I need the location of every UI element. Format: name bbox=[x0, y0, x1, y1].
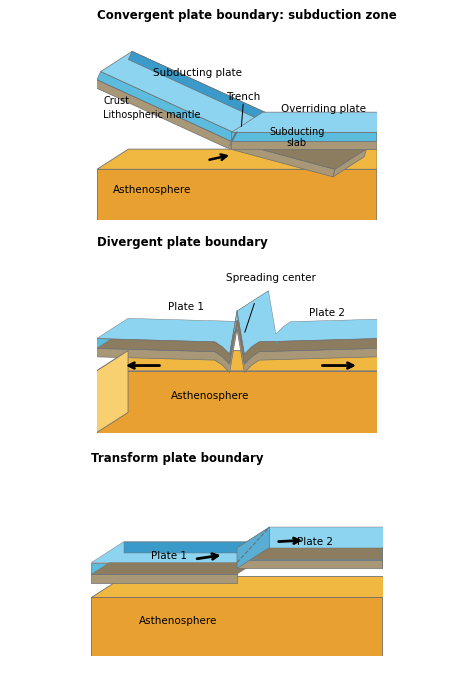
Polygon shape bbox=[377, 149, 409, 220]
Polygon shape bbox=[97, 351, 409, 371]
Polygon shape bbox=[237, 291, 409, 354]
Text: Plate 1: Plate 1 bbox=[151, 552, 187, 561]
Polygon shape bbox=[377, 112, 409, 141]
Polygon shape bbox=[377, 351, 409, 433]
Text: Asthenosphere: Asthenosphere bbox=[171, 391, 249, 402]
Polygon shape bbox=[231, 121, 409, 141]
Polygon shape bbox=[231, 132, 337, 169]
Polygon shape bbox=[377, 149, 409, 220]
Polygon shape bbox=[97, 321, 237, 372]
Polygon shape bbox=[231, 141, 377, 149]
Polygon shape bbox=[377, 351, 409, 433]
Text: Asthenosphere: Asthenosphere bbox=[139, 616, 218, 626]
Text: Plate 1: Plate 1 bbox=[168, 302, 204, 312]
Polygon shape bbox=[237, 539, 415, 560]
Polygon shape bbox=[237, 560, 383, 569]
Polygon shape bbox=[237, 548, 383, 560]
Polygon shape bbox=[97, 291, 268, 354]
Polygon shape bbox=[100, 51, 266, 133]
Polygon shape bbox=[91, 562, 237, 574]
Text: Crust: Crust bbox=[103, 97, 129, 106]
Polygon shape bbox=[97, 72, 235, 141]
Polygon shape bbox=[97, 169, 377, 220]
Polygon shape bbox=[97, 149, 409, 169]
Text: Plate 2: Plate 2 bbox=[297, 537, 333, 547]
Polygon shape bbox=[97, 301, 268, 364]
Polygon shape bbox=[377, 112, 409, 141]
Text: Plate 2: Plate 2 bbox=[309, 308, 345, 318]
Polygon shape bbox=[237, 311, 377, 364]
Polygon shape bbox=[94, 80, 231, 149]
Polygon shape bbox=[231, 132, 237, 141]
Polygon shape bbox=[231, 132, 377, 141]
Polygon shape bbox=[97, 311, 237, 364]
Polygon shape bbox=[377, 328, 409, 357]
Polygon shape bbox=[377, 121, 409, 149]
Text: Trench: Trench bbox=[226, 92, 260, 102]
Polygon shape bbox=[91, 577, 415, 598]
Polygon shape bbox=[97, 351, 128, 433]
Polygon shape bbox=[383, 527, 415, 560]
Polygon shape bbox=[237, 527, 270, 569]
Text: Subducting
slab: Subducting slab bbox=[269, 127, 325, 149]
Polygon shape bbox=[97, 59, 263, 141]
Text: Asthenosphere: Asthenosphere bbox=[113, 185, 191, 195]
Text: Transform plate boundary: Transform plate boundary bbox=[91, 452, 264, 465]
Polygon shape bbox=[97, 371, 377, 433]
Polygon shape bbox=[383, 577, 415, 656]
Polygon shape bbox=[377, 129, 409, 169]
Polygon shape bbox=[383, 539, 415, 569]
Text: Lithospheric mantle: Lithospheric mantle bbox=[103, 110, 201, 120]
Polygon shape bbox=[229, 141, 335, 177]
Polygon shape bbox=[91, 574, 237, 583]
Text: Overriding plate: Overriding plate bbox=[281, 103, 365, 114]
Polygon shape bbox=[333, 149, 366, 177]
Polygon shape bbox=[91, 541, 270, 562]
Polygon shape bbox=[231, 121, 366, 169]
Polygon shape bbox=[124, 541, 270, 553]
Polygon shape bbox=[128, 51, 266, 121]
Polygon shape bbox=[91, 598, 383, 656]
Polygon shape bbox=[237, 301, 409, 364]
Text: Convergent plate boundary: subduction zone: Convergent plate boundary: subduction zo… bbox=[97, 9, 397, 22]
Text: Spreading center: Spreading center bbox=[226, 273, 316, 283]
Text: Subducting plate: Subducting plate bbox=[153, 68, 242, 78]
Polygon shape bbox=[91, 553, 270, 574]
Text: Divergent plate boundary: Divergent plate boundary bbox=[97, 236, 267, 249]
Polygon shape bbox=[231, 112, 409, 132]
Polygon shape bbox=[237, 527, 415, 548]
Polygon shape bbox=[237, 321, 377, 372]
Polygon shape bbox=[377, 318, 409, 348]
